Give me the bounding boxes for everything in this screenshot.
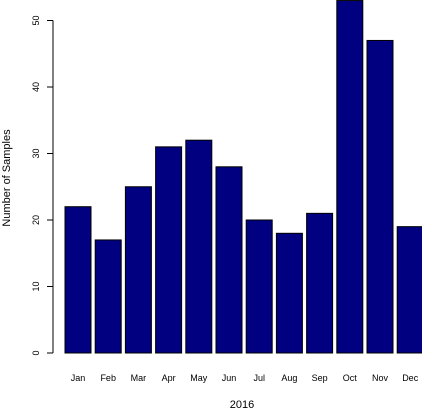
bars bbox=[64, 0, 422, 354]
y-tick-label: 30 bbox=[31, 148, 41, 158]
x-axis-tick-labels: Jan Feb Mar Apr May Jun Jul Aug Sep Oct Nov Dec bbox=[71, 373, 419, 383]
bar-oct bbox=[336, 0, 364, 354]
bar-dec bbox=[396, 226, 422, 354]
x-tick-label: Oct bbox=[343, 373, 358, 383]
x-tick-label: Aug bbox=[281, 373, 297, 383]
y-axis: 0 10 20 30 40 50 bbox=[31, 15, 54, 356]
x-tick-label: Jul bbox=[253, 373, 265, 383]
x-axis-label: 2016 bbox=[230, 399, 254, 408]
x-tick-label: Apr bbox=[162, 373, 176, 383]
y-tick-label: 0 bbox=[31, 350, 41, 355]
bar-sep bbox=[306, 212, 334, 354]
y-tick-label: 40 bbox=[31, 82, 41, 92]
x-tick-label: May bbox=[190, 373, 208, 383]
bar-jan bbox=[64, 206, 92, 354]
bar-mar bbox=[124, 186, 152, 354]
x-tick-label: Jun bbox=[222, 373, 237, 383]
x-tick-label: Nov bbox=[372, 373, 389, 383]
bar-may bbox=[185, 139, 213, 354]
x-tick-label: Mar bbox=[131, 373, 147, 383]
y-tick-label: 50 bbox=[31, 15, 41, 25]
y-tick-label: 10 bbox=[31, 281, 41, 291]
bar-aug bbox=[275, 232, 303, 354]
bar-jun bbox=[215, 166, 243, 354]
x-tick-label: Sep bbox=[312, 373, 328, 383]
x-tick-label: Jan bbox=[71, 373, 86, 383]
x-tick-label: Feb bbox=[100, 373, 116, 383]
bar-jul bbox=[245, 219, 273, 354]
y-axis-label: Number of Samples bbox=[1, 129, 13, 227]
y-tick-label: 20 bbox=[31, 215, 41, 225]
bar-apr bbox=[155, 146, 183, 354]
bar-feb bbox=[94, 239, 122, 354]
bar-nov bbox=[366, 39, 394, 354]
x-tick-label: Dec bbox=[402, 373, 419, 383]
